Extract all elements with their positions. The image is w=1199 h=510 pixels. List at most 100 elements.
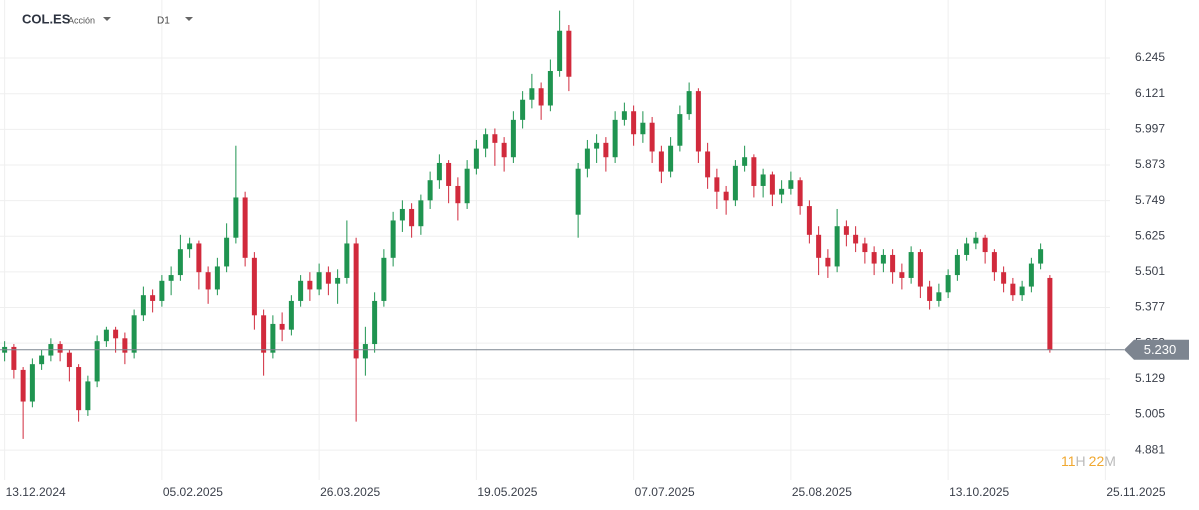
grid — [0, 0, 1110, 480]
candle-body — [39, 355, 45, 365]
candle-body — [261, 315, 267, 353]
candle-body — [103, 329, 109, 342]
candle-body — [779, 188, 785, 195]
candle-body — [131, 315, 137, 353]
candle-body — [168, 275, 174, 281]
candle-body — [816, 234, 822, 258]
candle-body — [483, 134, 489, 149]
dropdown-arrow[interactable] — [103, 17, 111, 21]
candle-body — [224, 237, 230, 267]
candle-body — [640, 122, 646, 135]
candle-body — [788, 180, 794, 189]
candle-body — [298, 280, 304, 301]
candle-body — [936, 292, 942, 301]
candle-body — [954, 254, 960, 276]
candle-body — [890, 254, 896, 273]
x-tick-label: 13.10.2025 — [949, 485, 1009, 499]
x-tick-label: 19.05.2025 — [477, 485, 537, 499]
candle-body — [677, 114, 683, 146]
candle-body — [880, 254, 886, 264]
candle-body — [233, 197, 239, 238]
candle-body — [344, 243, 350, 278]
candle-body — [908, 252, 914, 278]
candle-body — [927, 286, 933, 301]
candle-body — [538, 88, 544, 106]
symbol[interactable]: COL.ES — [22, 11, 71, 26]
candle-body — [594, 142, 600, 149]
candle-body — [11, 346, 17, 370]
candle-body — [853, 234, 859, 244]
candle-body — [353, 243, 359, 359]
candle-body — [723, 191, 729, 201]
countdown-hours: 11 — [1061, 453, 1076, 469]
candle-body — [501, 142, 507, 158]
candle-body — [797, 180, 803, 207]
candle-body — [603, 142, 609, 158]
candle-body — [270, 323, 276, 353]
candle-body — [806, 206, 812, 235]
candle-body — [686, 91, 692, 115]
candle-body — [446, 162, 452, 186]
x-tick-label: 13.12.2024 — [6, 485, 66, 499]
instrument-kind: Acción — [68, 15, 95, 25]
y-tick-label: 5.129 — [1135, 371, 1165, 385]
candle-body — [325, 272, 331, 284]
candle-body — [557, 30, 563, 71]
candle-body — [288, 300, 294, 330]
candle-body — [242, 197, 248, 258]
candle-body — [76, 367, 82, 411]
candle-body — [547, 70, 553, 106]
candle-body — [1010, 283, 1016, 296]
candle-body — [917, 252, 923, 287]
candle-body — [94, 341, 100, 382]
candle-body — [57, 344, 63, 353]
candle-body — [520, 99, 526, 120]
candle-body — [1028, 263, 1034, 287]
candle-body — [307, 280, 313, 290]
candle-body — [1001, 272, 1007, 284]
candle-body — [566, 30, 572, 77]
candle-body — [658, 151, 664, 172]
candle-body — [214, 266, 220, 290]
candle-body — [1047, 277, 1053, 350]
candle-body — [409, 208, 415, 227]
candle-body — [705, 151, 711, 178]
y-tick-label: 5.501 — [1135, 264, 1165, 278]
candle-body — [668, 145, 674, 172]
candle-body — [279, 323, 285, 330]
countdown-h: H — [1076, 453, 1086, 469]
candle-body — [390, 220, 396, 258]
candle-body — [742, 157, 748, 166]
candle-body — [492, 134, 498, 143]
y-tick-label: 5.749 — [1135, 193, 1165, 207]
countdown-minutes: 22 — [1089, 453, 1105, 469]
y-tick-label: 5.005 — [1135, 407, 1165, 421]
candle-body — [760, 174, 766, 186]
dropdown-arrow[interactable] — [185, 17, 193, 21]
countdown: 11H 22M — [1061, 453, 1116, 469]
candle-body — [871, 252, 877, 264]
candle-body — [196, 243, 202, 273]
last-price-tag — [1124, 339, 1189, 360]
candle-body — [612, 119, 618, 158]
candle-body — [575, 168, 581, 215]
timeframe[interactable]: D1 — [157, 16, 170, 27]
x-tick-label: 26.03.2025 — [320, 485, 380, 499]
y-tick-label: 6.121 — [1135, 86, 1165, 100]
candle-body — [843, 226, 849, 235]
candle-body — [427, 180, 433, 201]
candle-body — [695, 91, 701, 152]
candle-body — [964, 243, 970, 255]
candle-body — [436, 162, 442, 181]
candle-body — [510, 119, 516, 158]
candle-body — [316, 272, 322, 290]
candle-body — [834, 226, 840, 267]
candle-body — [631, 111, 637, 135]
countdown-m: M — [1104, 453, 1116, 469]
candle-body — [251, 257, 257, 316]
candle-body — [732, 165, 738, 201]
candle-body — [418, 200, 424, 227]
candle-body — [473, 148, 479, 169]
candle-body — [973, 237, 979, 244]
